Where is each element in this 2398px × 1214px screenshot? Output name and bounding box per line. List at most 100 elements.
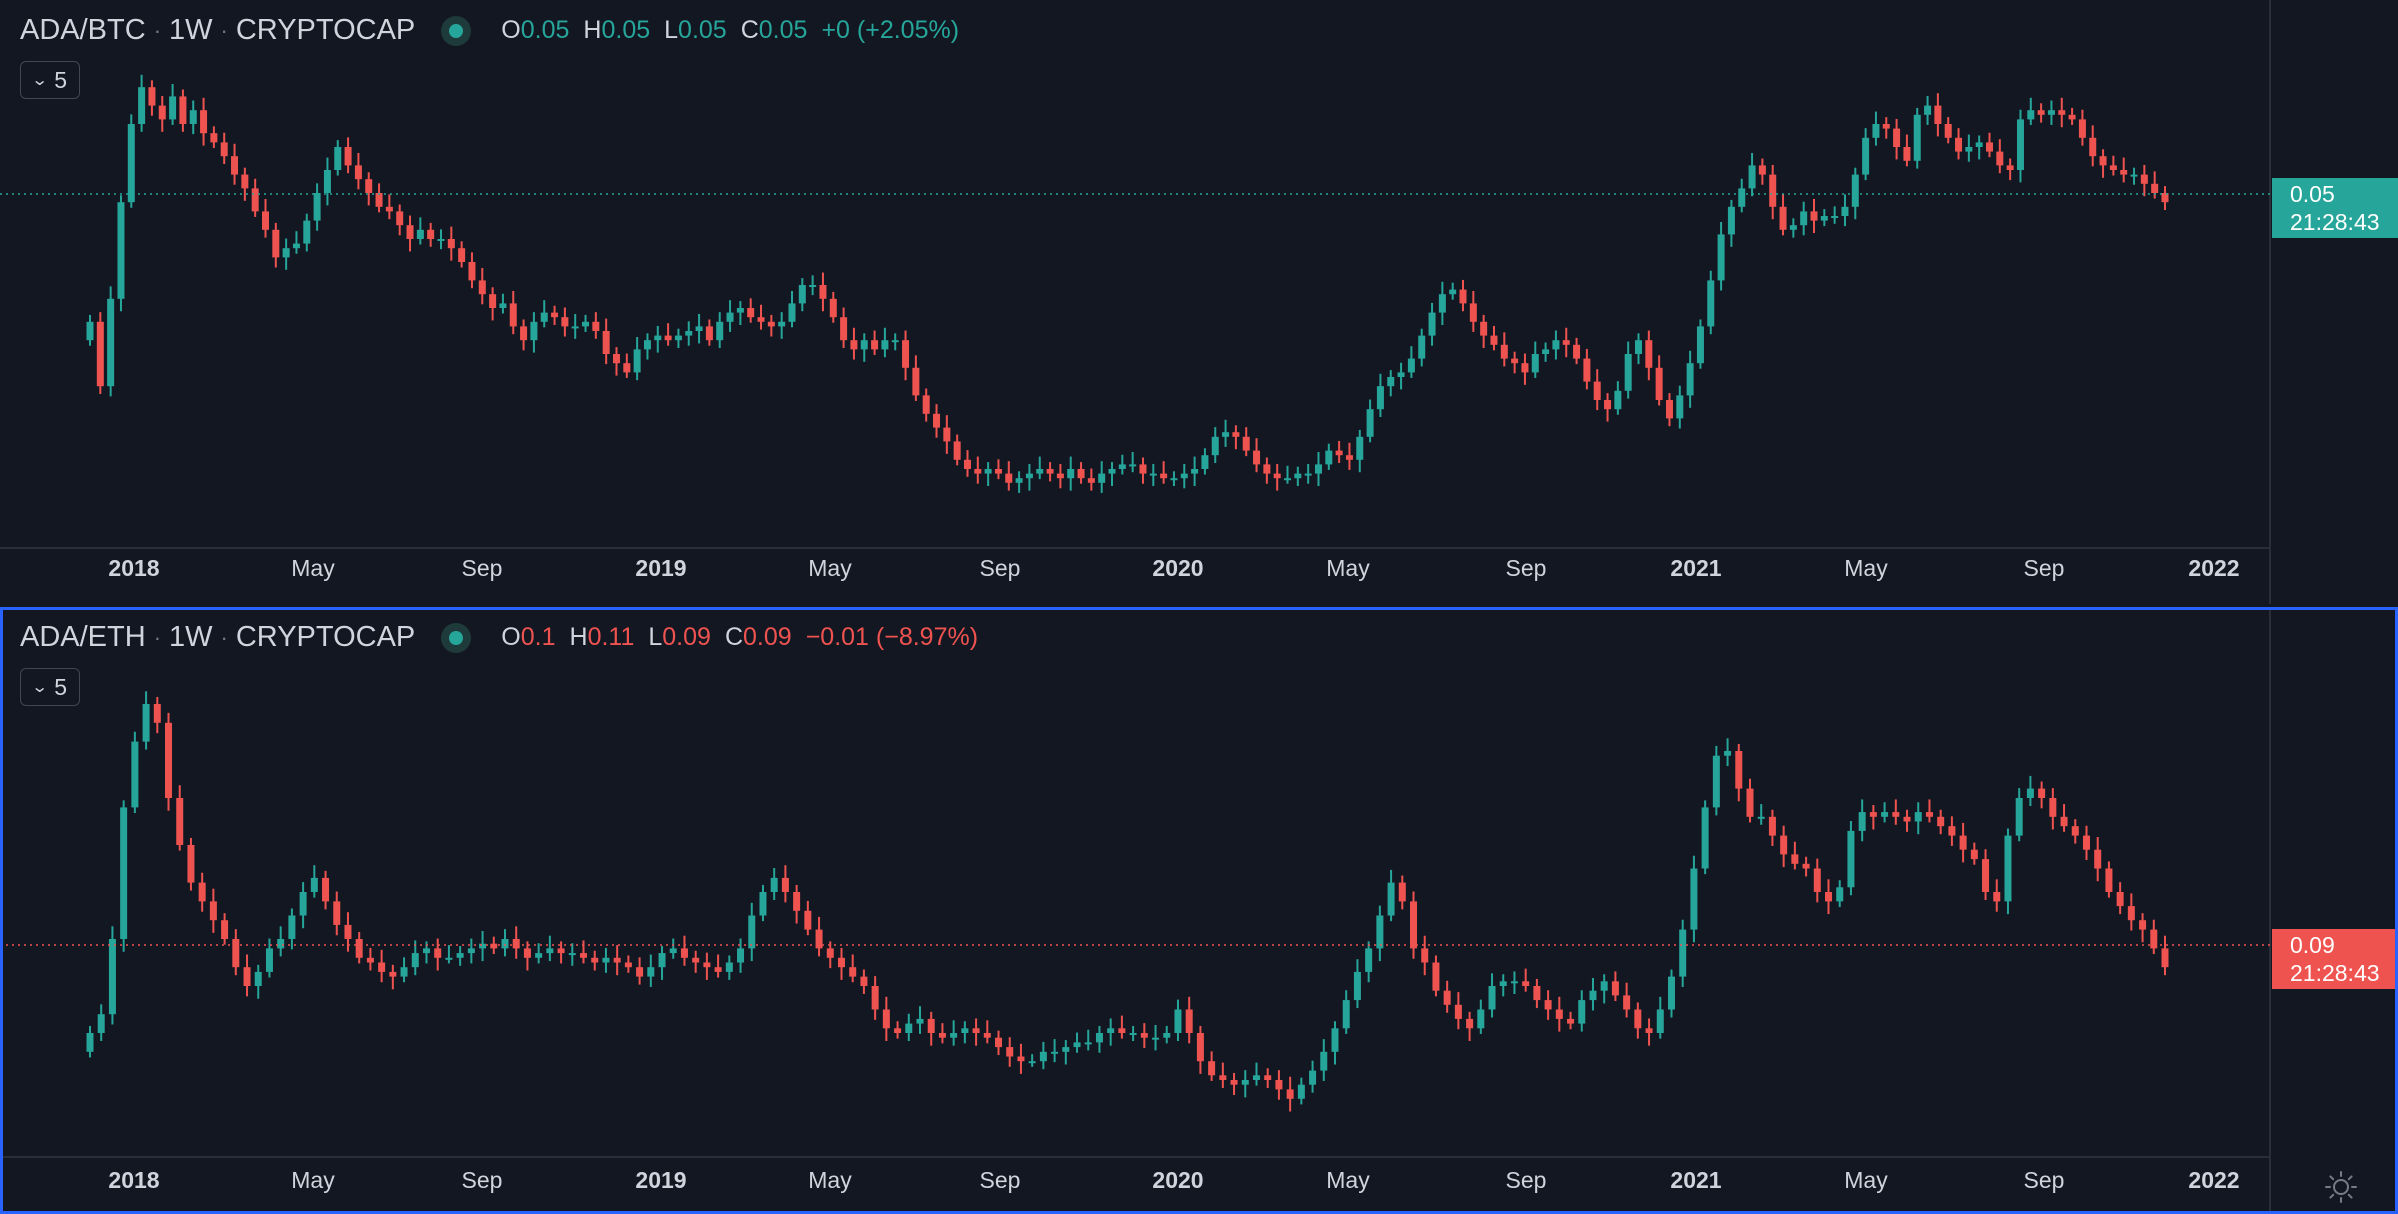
candle-body [953,441,961,460]
candle-body [1635,340,1643,354]
close-value: 0.09 [743,623,792,651]
candle-body [1107,1028,1115,1033]
candle-body [411,953,419,968]
candle-body [2120,170,2128,175]
candle-body [2127,906,2135,921]
candle-body [1454,1004,1462,1019]
candle-body [1397,372,1405,377]
candle-body [1028,1061,1036,1064]
legend-ada-btc: ADA/BTC · 1W · CRYPTOCAP O0.05 H0.05 L0.… [20,14,960,46]
candle-body [1993,892,2001,902]
candle-body [313,193,321,221]
candle-body [950,1033,958,1038]
candle-body [512,939,520,949]
candle-body [1944,124,1952,138]
candle-body [557,948,565,954]
candle-body [2071,826,2079,836]
candle-body [1676,395,1684,419]
candle-body [261,211,269,230]
candle-body [437,239,445,241]
symbol-name[interactable]: ADA/BTC [20,14,146,46]
candle-body [131,741,139,808]
candle-body [427,229,435,239]
low-value: 0.05 [678,16,727,44]
candle-body [1180,473,1188,479]
candle-body [1914,812,1922,822]
market-status-icon[interactable] [441,15,472,46]
candle-body [1095,1033,1103,1043]
candle-body [592,321,600,331]
change-value: −0.01 (−8.97%) [805,623,979,651]
candle-body [1727,206,1735,235]
candle-body [1813,868,1821,892]
candle-body [86,1033,94,1052]
candle-body [389,971,397,977]
market-status-icon[interactable] [441,622,472,653]
time-axis-label: Sep [462,1167,503,1193]
candle-body [2058,110,2066,115]
candle-body [692,957,700,963]
candle-body [2140,174,2148,184]
settings-sun-icon[interactable] [2324,1170,2358,1204]
candle-body [2116,892,2124,907]
candle-body [1253,450,1261,465]
interval-label[interactable]: 1W [169,621,213,653]
candle-body [1335,450,1343,456]
candle-body [1800,211,1808,226]
candle-body [2016,119,2024,170]
candle-body [1624,354,1632,391]
chart-pane-ada-btc[interactable]: 2018 May Sep 2019 May Sep 2020 May Sep 2021 May Sep… [0,0,2398,604]
candle-body [1152,1037,1160,1040]
candle-body [1552,340,1560,350]
candle-body [241,174,249,189]
candle-body [1366,409,1374,437]
candle-body [1500,344,1508,359]
candle-body [1005,473,1013,483]
candle-body [1376,386,1384,410]
candle-body [561,317,569,327]
candle-body [1589,990,1597,1001]
high-value: 0.11 [587,623,635,651]
candle-body [2015,798,2023,836]
candle-body [1421,948,1429,963]
candle-body [819,285,827,299]
indicators-collapse-button[interactable]: ⌄ 5 [20,61,80,99]
candle-body [2078,119,2086,138]
candle-body [1398,882,1406,902]
time-axis-label: Sep [980,1167,1021,1193]
candle-body [748,915,756,949]
candle-body [251,188,259,212]
candle-body [501,939,509,949]
candle-body [1387,882,1395,916]
interval-label[interactable]: 1W [169,14,213,46]
indicators-collapse-button[interactable]: ⌄ 5 [20,668,80,706]
candle-body [277,939,285,949]
candle-body [158,105,166,120]
candle-body [1077,469,1085,479]
candle-body [582,321,590,327]
candle-body [1604,400,1612,410]
time-axis-label: May [1326,1167,1370,1193]
candle-body [2139,920,2147,930]
candle-body [1163,1033,1171,1038]
time-axis-label: 2018 [108,1167,159,1193]
last-price-tag: 0.09 21:28:43 [2272,929,2398,989]
candle-body [333,901,341,925]
ada-eth-candlestick-chart[interactable]: 2018 May Sep 2019 May Sep 2020 May Sep 2021 May Sep… [0,607,2398,1214]
candle-body [809,285,817,287]
chart-pane-ada-eth[interactable]: 2018 May Sep 2019 May Sep 2020 May Sep 2021 May Sep… [0,607,2398,1214]
candle-body [179,96,187,124]
ada-btc-candlestick-chart[interactable]: 2018 May Sep 2019 May Sep 2020 May Sep 2021 May Sep… [0,0,2398,604]
candle-body [1965,147,1973,152]
candle-body [2006,165,2014,170]
candle-body [1376,915,1384,949]
candle-body [1810,211,1818,221]
candle-body [1039,1051,1047,1062]
open-value: 0.05 [520,16,570,44]
candle-body [1656,1009,1664,1033]
candle-body [602,957,610,963]
symbol-name[interactable]: ADA/ETH [20,621,146,653]
candle-body [798,285,806,304]
candle-body [1789,225,1797,230]
candle-body [725,962,733,972]
